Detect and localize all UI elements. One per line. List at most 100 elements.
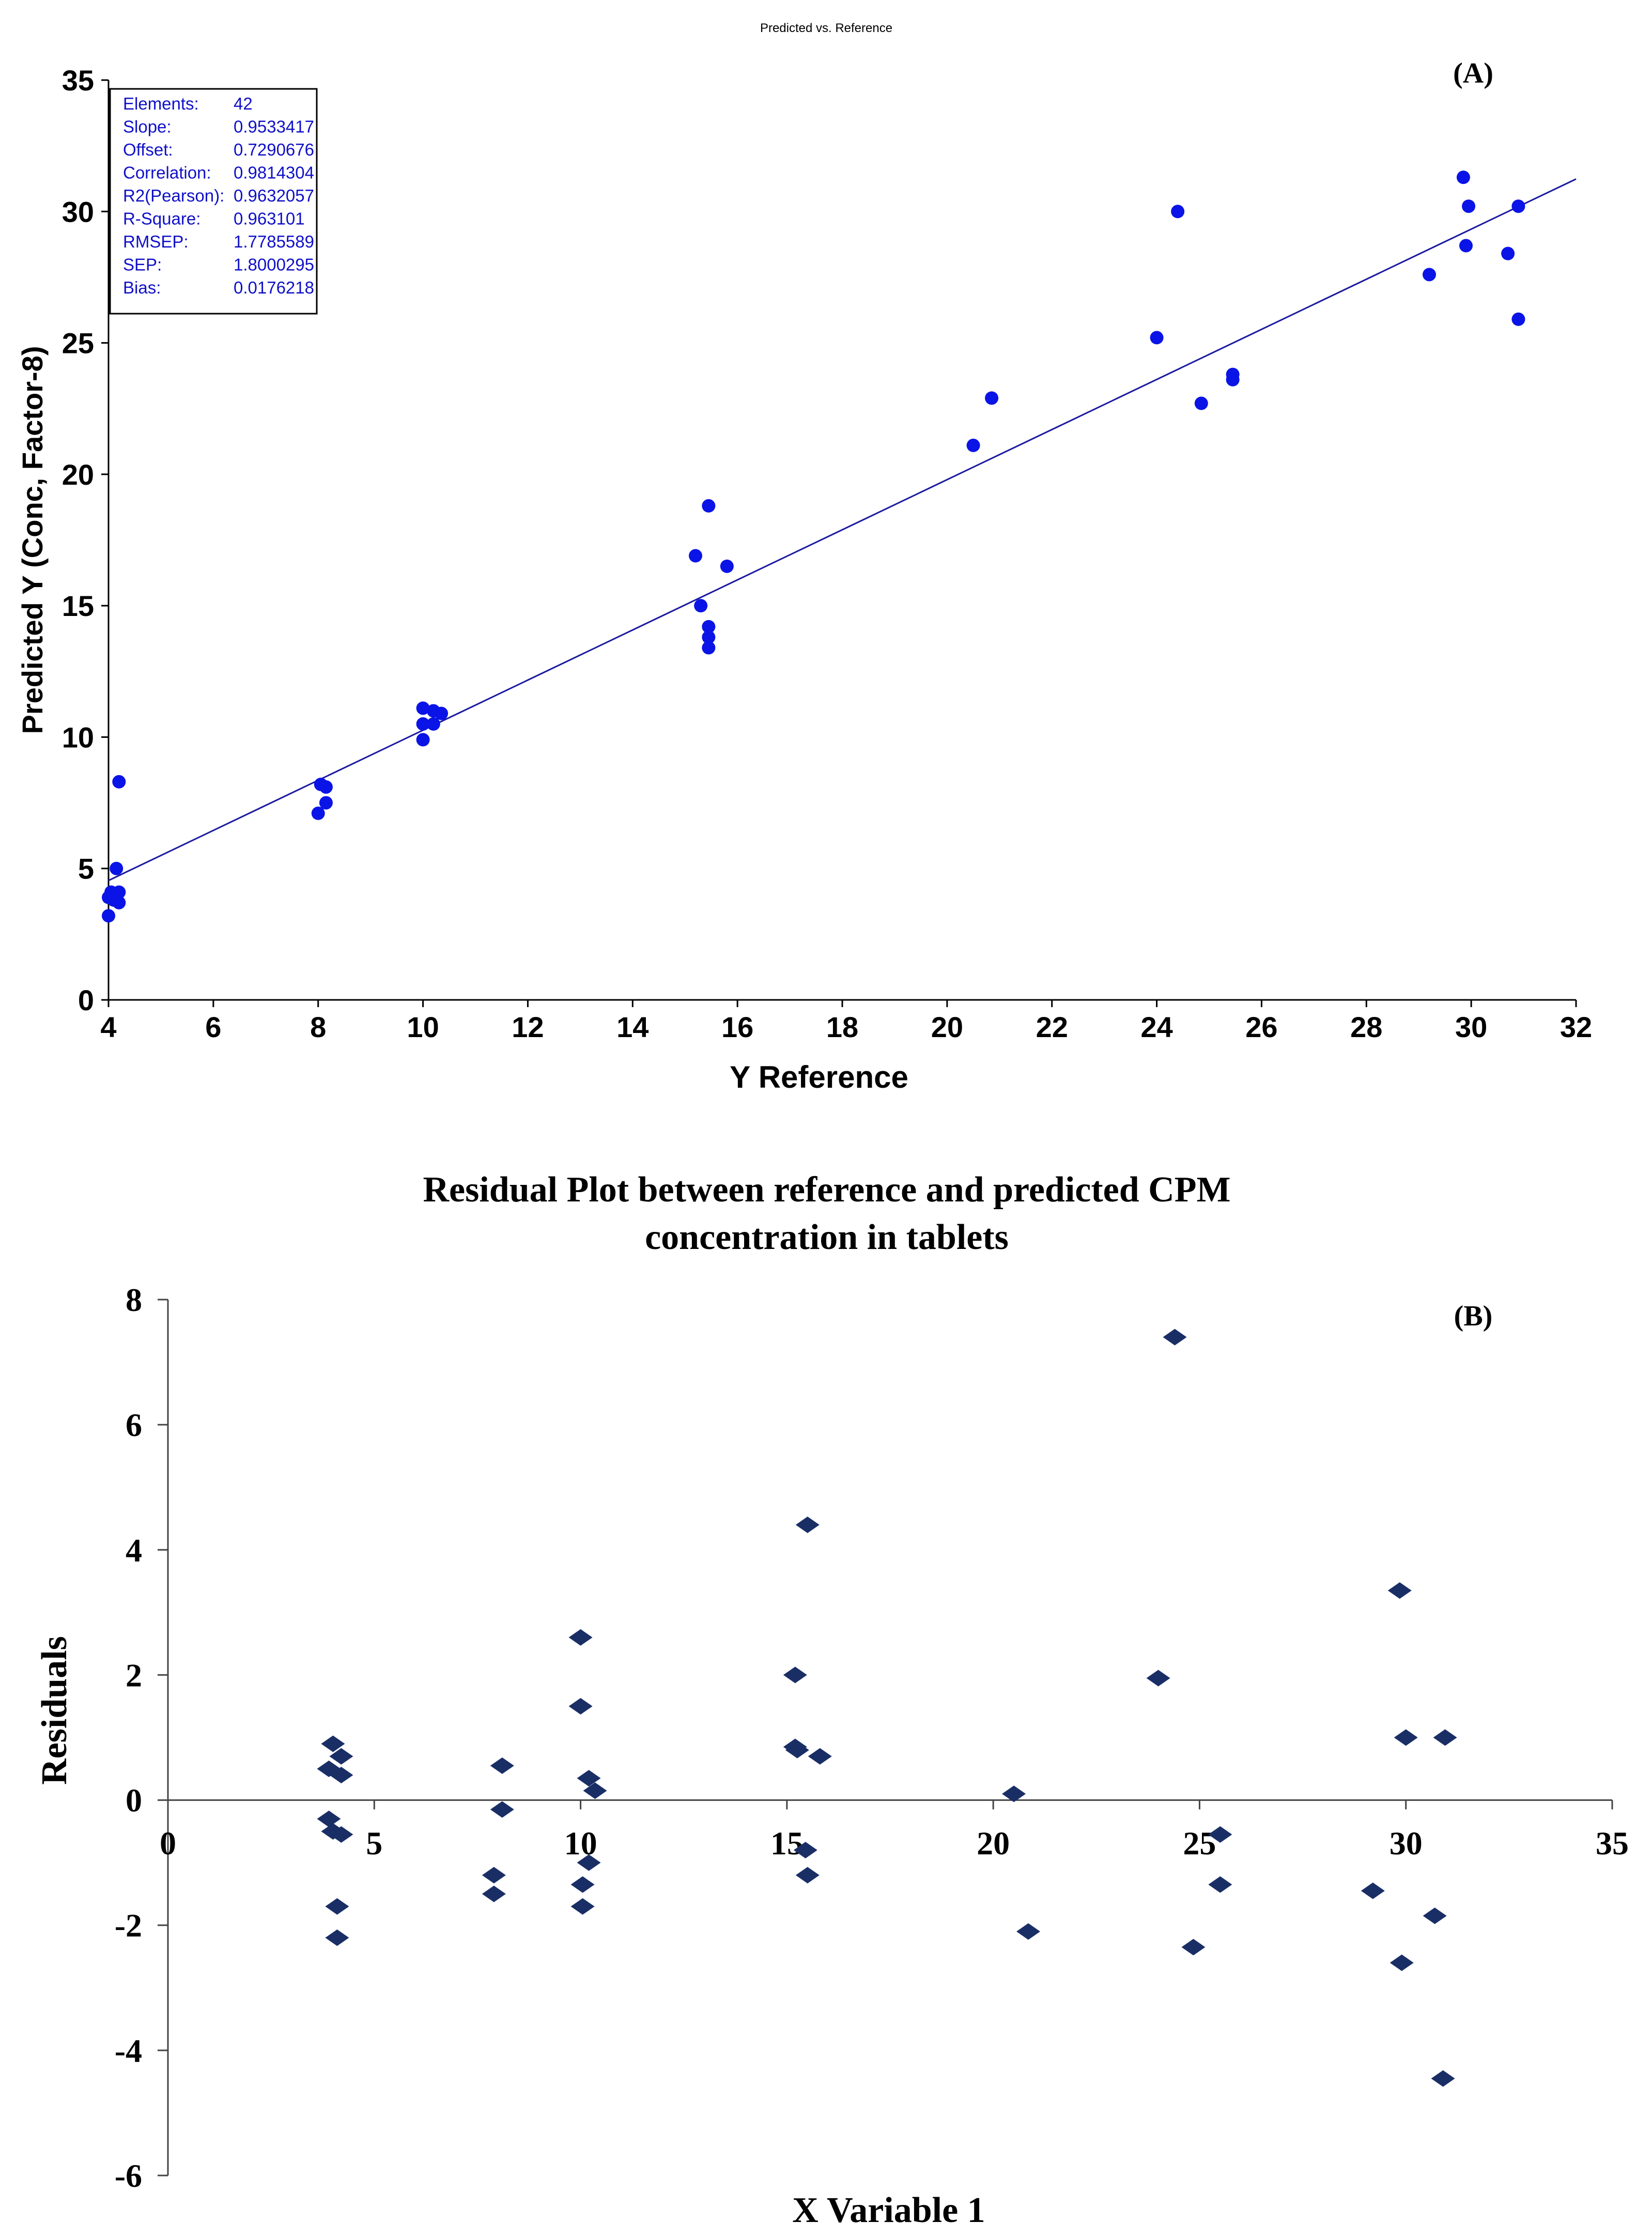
panel-b-y-tick-label: -2 [115,1907,142,1944]
stats-value: 0.0176218 [234,278,314,297]
stats-value: 1.7785589 [234,232,314,251]
panel-a-x-tick-label: 20 [931,1011,963,1043]
panel-a-x-tick-label: 6 [205,1011,221,1043]
panel-a-data-point [1462,199,1476,213]
panel-b-data-point [490,1757,514,1774]
panel-a-data-point [110,861,123,875]
panel-a-data-point [435,706,449,720]
panel-a-data-point [694,599,708,613]
stats-label: Bias: [123,278,161,297]
panel-a-x-tick-label: 22 [1036,1011,1068,1043]
panel-a-data-point [1226,373,1240,387]
panel-a-y-tick-label: 30 [62,195,94,228]
panel-a-x-tick-label: 24 [1140,1011,1172,1043]
panel-b-data-point [329,1826,353,1843]
panel-b-data-point [808,1748,832,1765]
panel-b-data-point [1394,1729,1418,1746]
panel-a-data-point [112,885,126,899]
stats-value: 42 [234,94,253,113]
panel-b-data-point [1389,1954,1414,1971]
panel-a-x-tick-label: 16 [721,1011,753,1043]
panel-b-x-tick-label: 20 [977,1825,1010,1862]
panel-b-data-point [793,1842,817,1859]
panel-b-axes: -6 -4 -2 0 2 4 6 8 0 5 10 15 20 25 30 35 [115,1282,1629,2194]
panel-a-x-tick-label: 10 [407,1011,439,1043]
panel-a-title: Predicted vs. Reference [760,21,892,35]
panel-a-points [102,171,1525,923]
panel-b-y-tick-label: 0 [126,1782,142,1819]
panel-b-x-tick-label: 5 [366,1825,382,1862]
panel-a-y-tick-label: 0 [78,984,94,1016]
panel-b-data-point [1208,1876,1232,1893]
panel-a-data-point [689,549,702,563]
panel-a-stats-box: Elements: 42 Slope: 0.9533417 Offset: 0.72906… [109,88,318,315]
panel-b-data-point [482,1886,506,1903]
panel-a-label: (A) [1453,57,1493,89]
panel-a-y-tick-label: 20 [62,458,94,491]
panel-b-data-point [321,1735,345,1752]
stats-label: Slope: [123,117,172,136]
stats-value: 0.9632057 [234,186,314,205]
panel-b-x-tick-label: 30 [1389,1825,1423,1862]
panel-b-y-tick-label: 6 [126,1407,142,1443]
panel-b-title-line-2: concentration in tablets [645,1217,1009,1257]
stats-value: 1.8000295 [234,255,314,274]
panel-a-data-point [102,909,115,923]
stats-label: RMSEP: [123,232,189,251]
panel-a-data-point [1423,268,1436,282]
panel-b-data-point [1433,1729,1457,1746]
panel-b-label: (B) [1454,1300,1493,1332]
panel-a-y-tick-label: 25 [62,327,94,360]
panel-b-data-point [490,1801,514,1818]
stats-label: Offset: [123,140,173,159]
panel-a-data-point [1171,205,1185,219]
panel-b-data-point [583,1782,607,1799]
panel-a-x-tick-label: 14 [616,1011,649,1043]
panel-a-data-point [702,499,716,513]
panel-b-data-point [317,1810,341,1827]
panel-b-y-axis-label: Residuals [35,1636,74,1785]
panel-a-data-point [1511,199,1525,213]
stats-label: SEP: [123,255,162,274]
panel-a-x-tick-label: 32 [1560,1011,1592,1043]
panel-b-data-point [783,1666,807,1684]
panel-a-data-point [1501,246,1515,260]
panel-a-data-point [1511,312,1525,326]
panel-b-data-point [570,1876,595,1893]
panel-b-data-point [1016,1923,1041,1940]
panel-b-data-point [482,1866,506,1884]
panel-b-data-point [1163,1329,1187,1346]
panel-b-data-point [577,1854,601,1871]
panel-a-data-point [1150,331,1164,345]
panel-b-data-point [1361,1882,1385,1900]
panel-b-y-tick-label: -6 [115,2157,142,2194]
panel-a-y-tick-label: 5 [78,853,94,885]
panel-b-x-tick-label: 25 [1183,1825,1216,1862]
panel-a-y-axis-label: Predicted Y (Conc, Factor-8) [16,346,49,734]
panel-a-x-tick-label: 26 [1245,1011,1277,1043]
panel-a-data-point [311,806,325,820]
stats-label: R2(Pearson): [123,186,224,205]
panel-a-data-point [416,733,430,747]
panel-a-data-point [985,391,999,405]
panel-b-data-point [785,1741,809,1758]
panel-b-data-point [1387,1582,1412,1599]
panel-b-data-point [795,1866,820,1884]
stats-value: 0.963101 [234,209,305,228]
panel-b-y-tick-label: 2 [126,1657,142,1693]
panel-a-data-point [1459,239,1473,253]
panel-a-y-tick-label: 15 [62,590,94,622]
panel-b-data-point [325,1898,349,1915]
panel-b-data-point [329,1767,353,1784]
panel-a-axes: 4 6 8 10 12 14 16 18 20 22 24 26 28 30 32 0 5 10 15 20 25 30 3… [62,64,1592,1043]
panel-a-data-point [416,717,430,731]
panel-a-x-tick-label: 30 [1455,1011,1487,1043]
panel-a-data-point [702,630,716,644]
stats-value: 0.7290676 [234,140,314,159]
panel-a-data-point [319,796,333,810]
panel-a-regression-line [108,178,1577,882]
panel-a-data-point [1456,171,1470,184]
panel-b-data-point [568,1697,593,1715]
panel-b-x-tick-label: 10 [564,1825,597,1862]
panel-a-x-tick-label: 4 [100,1011,116,1043]
